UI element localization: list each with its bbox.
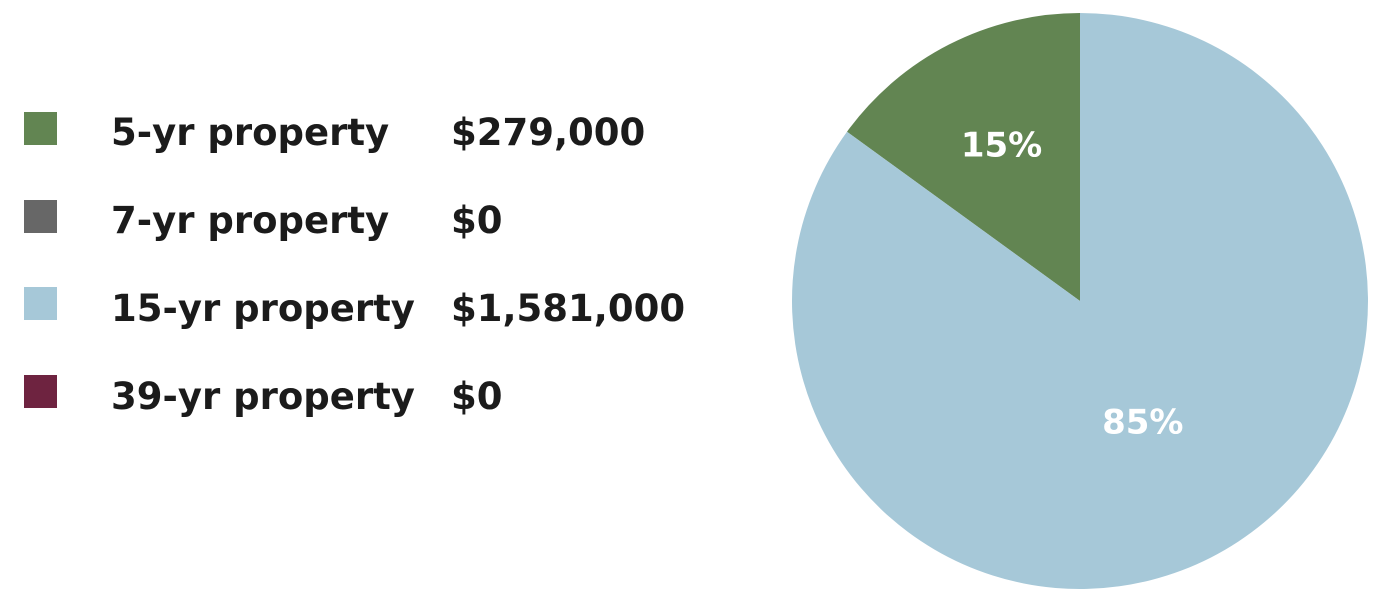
pie-slice-5-yr-property <box>847 13 1080 301</box>
legend-label-7yr: 7-yr property <box>111 199 390 242</box>
legend-item-5yr: 5-yr property $279,000 <box>0 103 760 163</box>
pie-chart: 15% 85% <box>792 13 1368 589</box>
legend-value-5yr: $279,000 <box>451 111 646 154</box>
pie-slice-15-yr-property <box>792 13 1368 589</box>
legend-value-15yr: $1,581,000 <box>451 287 686 330</box>
chart-legend: 5-yr property $279,000 7-yr property $0 … <box>0 103 760 427</box>
legend-label-39yr: 39-yr property <box>111 375 415 418</box>
legend-swatch-5yr <box>24 112 57 145</box>
legend-swatch-7yr <box>24 200 57 233</box>
legend-item-39yr: 39-yr property $0 <box>0 367 760 427</box>
legend-item-7yr: 7-yr property $0 <box>0 191 760 251</box>
pie-label-5-yr-property: 15% <box>961 126 1042 166</box>
legend-swatch-15yr <box>24 287 57 320</box>
legend-swatch-39yr <box>24 375 57 408</box>
legend-label-15yr: 15-yr property <box>111 287 415 330</box>
legend-value-39yr: $0 <box>451 375 503 418</box>
legend-value-7yr: $0 <box>451 199 503 242</box>
pie-label-15-yr-property: 85% <box>1102 403 1183 443</box>
legend-label-5yr: 5-yr property <box>111 111 390 154</box>
legend-item-15yr: 15-yr property $1,581,000 <box>0 279 760 339</box>
